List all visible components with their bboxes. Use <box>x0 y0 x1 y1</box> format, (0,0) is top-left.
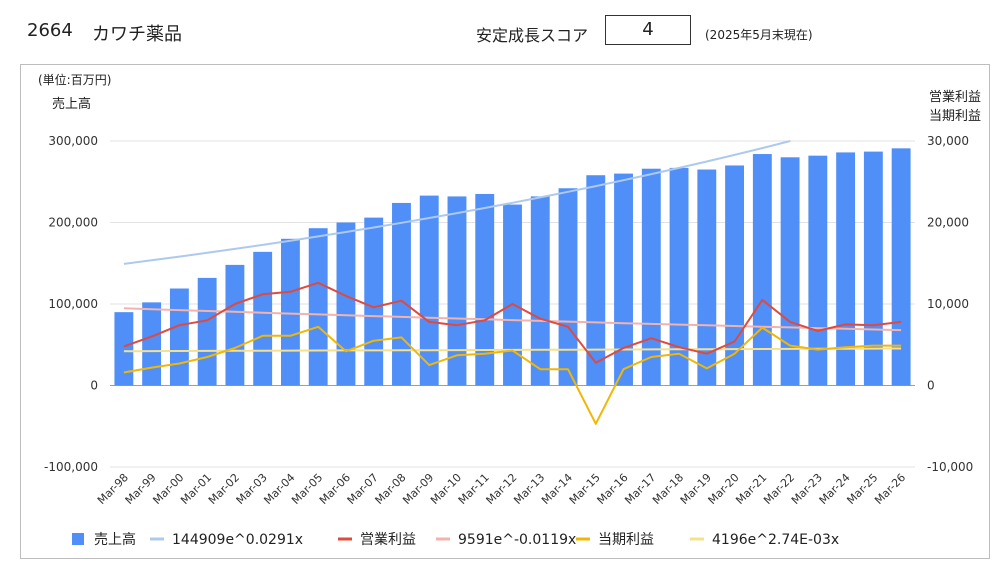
right-tick-label: 0 <box>927 379 935 393</box>
score-label: 安定成長スコア <box>476 26 589 45</box>
bar <box>669 167 689 386</box>
bar-series <box>114 148 911 386</box>
right-axis-title-2: 当期利益 <box>929 109 981 124</box>
line-series <box>123 281 902 425</box>
legend-item: 4196e^2.74E-03x <box>690 532 839 548</box>
bar <box>419 195 439 386</box>
bar <box>197 277 217 386</box>
bar <box>530 196 550 386</box>
bar <box>836 152 856 386</box>
right-tick-label: -10,000 <box>927 460 973 474</box>
right-axis-title-1: 営業利益 <box>929 89 981 105</box>
bar <box>558 188 578 386</box>
as-of-date: (2025年5月末現在) <box>705 28 813 42</box>
right-tick-label: 10,000 <box>927 297 969 311</box>
legend-label: 9591e^-0.0119x <box>458 532 576 548</box>
bar <box>725 165 745 386</box>
bar <box>142 302 162 386</box>
left-tick-label: 300,000 <box>48 134 98 148</box>
legend-item: 当期利益 <box>576 532 654 548</box>
legend-label: 当期利益 <box>598 532 654 548</box>
left-tick-label: 0 <box>90 379 98 393</box>
bar <box>891 148 911 386</box>
legend-item: 営業利益 <box>338 532 416 548</box>
bar <box>586 175 606 386</box>
legend-label: 売上高 <box>94 531 136 548</box>
bar <box>697 169 717 386</box>
legend-label: 4196e^2.74E-03x <box>712 532 839 548</box>
bar <box>169 288 189 386</box>
trendline <box>123 307 902 332</box>
legend-label: 144909e^0.0291x <box>172 532 303 548</box>
stock-code: 2664 <box>27 20 73 41</box>
bar <box>752 154 772 386</box>
left-tick-label: -100,000 <box>44 460 98 474</box>
legend-item: 144909e^0.0291x <box>150 532 303 548</box>
bar <box>808 155 828 386</box>
bar <box>336 222 356 386</box>
right-tick-label: 20,000 <box>927 216 969 230</box>
bar <box>503 204 522 386</box>
score-box: 4 <box>605 15 691 45</box>
left-tick-label: 100,000 <box>48 297 98 311</box>
legend: 売上高 144909e^0.0291x 営業利益 9591e^-0.0119x 当期利益… <box>72 531 839 548</box>
unit-label: (単位:百万円) <box>38 72 111 87</box>
x-tick-label: Mar-26 <box>872 471 908 507</box>
company-name: カワチ薬品 <box>92 24 182 45</box>
series-line <box>123 281 902 364</box>
bar <box>614 173 633 386</box>
legend-swatch <box>72 533 84 545</box>
bar <box>114 312 134 386</box>
bar <box>447 196 467 386</box>
x-axis-ticks: Mar-98Mar-99Mar-00Mar-01Mar-02Mar-03Mar-… <box>95 471 908 507</box>
left-axis-ticks: -100,000 0 100,000 200,000 300,000 <box>44 134 98 474</box>
legend-item: 売上高 <box>72 531 136 548</box>
bar <box>392 202 411 386</box>
left-tick-label: 200,000 <box>48 216 98 230</box>
bar <box>308 228 328 386</box>
chart-frame <box>20 64 990 559</box>
bar <box>475 193 495 386</box>
left-axis-title: 売上高 <box>52 96 91 112</box>
trendline <box>123 140 791 265</box>
bar <box>641 168 661 386</box>
bar <box>253 251 273 386</box>
legend-item: 9591e^-0.0119x <box>436 532 576 548</box>
header: 2664 カワチ薬品 安定成長スコア 4 (2025年5月末現在) <box>0 0 1000 60</box>
right-axis-ticks: -10,000 0 10,000 20,000 30,000 <box>927 134 973 474</box>
bar <box>780 157 800 386</box>
series-line <box>123 325 902 425</box>
bar <box>280 238 300 386</box>
bar <box>364 217 384 386</box>
bar <box>863 151 883 386</box>
bar <box>225 264 245 386</box>
legend-label: 営業利益 <box>360 532 416 548</box>
right-tick-label: 30,000 <box>927 134 969 148</box>
